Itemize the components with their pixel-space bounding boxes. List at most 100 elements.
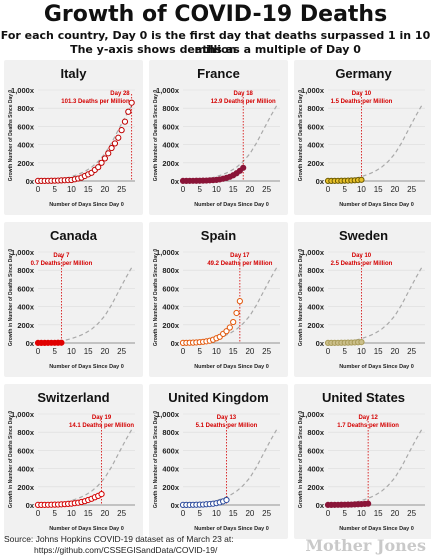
- x-tick-label: 25: [262, 185, 271, 194]
- country-chart: Sweden 0x 200x 400x 600x 800x 1,000x 0 5 10 15 20 25…: [298, 228, 425, 370]
- source-url[interactable]: https://github.com/CSSEGISandData/COVID-…: [34, 545, 218, 555]
- y-tick-label: 1,000x: [301, 86, 325, 95]
- y-tick-label: 400x: [17, 465, 35, 474]
- country-chart: France 0x 200x 400x 600x 800x 1,000x 0 5 10 15 20 25…: [153, 66, 280, 208]
- annotation-day: Day 7: [53, 253, 70, 259]
- y-axis-label: Growth in Number of Deaths Since Day 0: [298, 411, 304, 508]
- y-tick-label: 200x: [17, 321, 35, 330]
- x-axis-label: Number of Days Since Day 0: [49, 526, 124, 532]
- x-tick-label: 0: [36, 347, 41, 356]
- data-point: [223, 328, 230, 335]
- y-tick-label: 800x: [17, 428, 35, 437]
- panel-background: [149, 222, 288, 377]
- data-point: [223, 496, 230, 504]
- reference-growth-curve: [182, 429, 278, 506]
- chart-title: Growth of COVID-19 Deaths: [43, 2, 388, 27]
- panel-title: United States: [322, 390, 405, 405]
- x-tick-label: 5: [197, 347, 202, 356]
- x-tick-label: 10: [212, 185, 221, 194]
- annotation-deaths-per-million: 2.5 Deaths per Million: [331, 261, 393, 267]
- y-tick-label: 400x: [162, 141, 180, 150]
- y-tick-label: 200x: [162, 321, 180, 330]
- country-panel: France 0x 200x 400x 600x 800x 1,000x 0 5 10 15 20 25…: [149, 60, 288, 215]
- x-tick-label: 10: [67, 347, 76, 356]
- y-tick-label: 1,000x: [156, 86, 180, 95]
- x-tick-label: 20: [390, 347, 399, 356]
- y-tick-label: 200x: [17, 159, 35, 168]
- data-point: [365, 500, 372, 507]
- y-tick-label: 400x: [17, 303, 35, 312]
- y-tick-label: 800x: [162, 104, 180, 113]
- country-panel: Canada 0x 200x 400x 600x 800x 1,000x 0 5 10 15 20 25…: [4, 222, 143, 377]
- x-tick-label: 15: [84, 509, 93, 518]
- x-tick-label: 0: [326, 185, 331, 194]
- data-point: [108, 144, 115, 152]
- y-tick-label: 800x: [17, 104, 35, 113]
- y-tick-label: 0x: [316, 339, 325, 348]
- x-tick-label: 15: [84, 185, 93, 194]
- reference-growth-curve: [182, 105, 278, 182]
- country-chart: Switzerland 0x 200x 400x 600x 800x 1,000x 0 5 10 1…: [8, 390, 135, 532]
- x-tick-label: 5: [197, 185, 202, 194]
- source-note: Source: Johns Hopkins COVID-19 dataset a…: [4, 534, 234, 556]
- x-tick-label: 0: [326, 347, 331, 356]
- y-axis-label: Growth Number of Deaths Since Day 0: [153, 90, 159, 182]
- x-tick-label: 10: [67, 185, 76, 194]
- y-axis-label: Growth Number of Deaths Since Day 0: [298, 90, 304, 182]
- data-point: [358, 338, 365, 346]
- panel-title: Germany: [335, 66, 392, 81]
- y-axis-label: Growth Number of Deaths Since Day 0: [8, 90, 14, 182]
- annotation-deaths-per-million: 101.3 Deaths per Million: [61, 99, 130, 105]
- x-tick-label: 5: [342, 509, 347, 518]
- data-point: [230, 318, 237, 326]
- panel-title: Sweden: [339, 228, 388, 243]
- data-point: [105, 150, 112, 157]
- x-tick-label: 10: [357, 347, 366, 356]
- y-tick-label: 200x: [17, 483, 35, 492]
- y-tick-label: 1,000x: [301, 248, 325, 257]
- y-tick-label: 0x: [26, 339, 35, 348]
- x-tick-label: 20: [245, 185, 254, 194]
- y-tick-label: 600x: [307, 284, 325, 293]
- x-axis-label: Number of Days Since Day 0: [49, 364, 124, 370]
- data-point: [226, 324, 233, 331]
- country-chart: Italy 0x 200x 400x 600x 800x 1,000x 0 5 10 15 20 25 N…: [8, 66, 135, 208]
- y-tick-label: 0x: [171, 339, 180, 348]
- reference-growth-curve: [327, 429, 423, 506]
- x-tick-label: 15: [374, 347, 383, 356]
- panel-background: [294, 384, 431, 539]
- panel-background: [4, 222, 143, 377]
- panel-title: United Kingdom: [168, 390, 268, 405]
- y-axis-label: Growth in Number of Deaths Since Day 0: [153, 411, 159, 508]
- annotation-deaths-per-million: 12.9 Deaths per Million: [211, 99, 276, 105]
- y-tick-label: 600x: [17, 446, 35, 455]
- x-tick-label: 20: [390, 509, 399, 518]
- annotation-deaths-per-million: 0.7 Deaths per Million: [31, 261, 93, 267]
- y-tick-label: 400x: [17, 141, 35, 150]
- y-tick-label: 0x: [316, 177, 325, 186]
- x-tick-label: 25: [262, 347, 271, 356]
- country-panel: United Kingdom 0x 200x 400x 600x 800x 1,000x 0 5…: [149, 384, 288, 539]
- x-tick-label: 0: [181, 347, 186, 356]
- x-axis-label: Number of Days Since Day 0: [339, 526, 414, 532]
- y-tick-label: 600x: [307, 446, 325, 455]
- data-point: [236, 298, 243, 305]
- y-tick-label: 600x: [162, 284, 180, 293]
- y-tick-label: 600x: [162, 122, 180, 131]
- data-point: [115, 134, 122, 141]
- reference-growth-curve: [37, 429, 133, 506]
- x-tick-label: 20: [390, 185, 399, 194]
- panel-title: Spain: [201, 228, 236, 243]
- data-point: [111, 140, 119, 147]
- x-tick-label: 0: [181, 185, 186, 194]
- annotation-deaths-per-million: 5.1 Deaths per Million: [196, 423, 258, 429]
- annotation-day: Day 18: [234, 91, 254, 97]
- panel-background: [149, 60, 288, 215]
- annotation-day: Day 28: [110, 91, 130, 97]
- y-tick-label: 800x: [307, 104, 325, 113]
- data-point: [128, 99, 135, 106]
- y-tick-label: 0x: [171, 177, 180, 186]
- panel-background: [149, 384, 288, 539]
- data-point: [233, 309, 240, 317]
- y-tick-label: 200x: [307, 321, 325, 330]
